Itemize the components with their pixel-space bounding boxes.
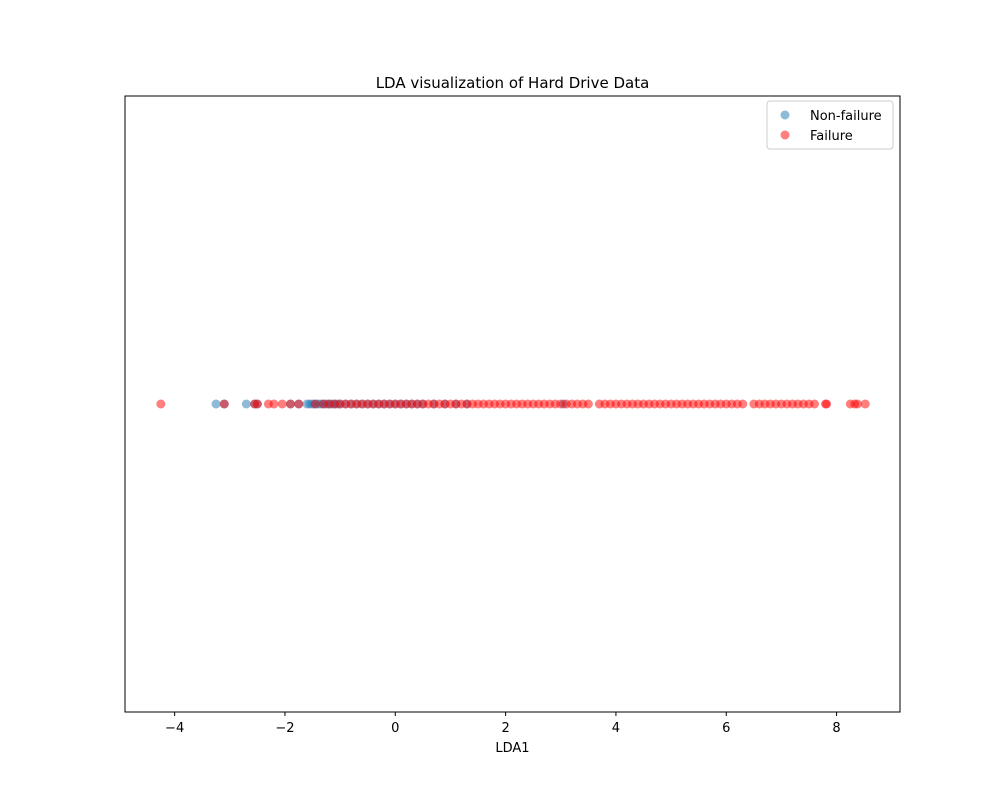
x-tick-label: −2 [275, 721, 294, 736]
data-point [853, 399, 863, 409]
legend-box [766, 100, 894, 150]
data-point [156, 399, 166, 409]
data-point [583, 399, 593, 409]
legend-marker [780, 110, 790, 120]
data-point [252, 399, 262, 409]
x-tick-label: 0 [391, 721, 399, 736]
data-point [269, 399, 279, 409]
x-tick-label: 2 [501, 721, 509, 736]
data-point [738, 399, 748, 409]
series-failure [156, 399, 870, 409]
x-axis-label: LDA1 [495, 741, 529, 756]
x-tick-label: 8 [832, 721, 840, 736]
data-point [241, 399, 251, 409]
points-layer [156, 399, 870, 409]
data-point [211, 399, 221, 409]
x-axis: −4 −2 0 2 4 6 8 [165, 712, 841, 736]
data-point [860, 399, 870, 409]
data-point [310, 399, 320, 409]
data-point [285, 399, 295, 409]
legend-label: Non-failure [810, 109, 882, 124]
data-point [822, 399, 832, 409]
plot-frame [124, 95, 901, 713]
x-tick-label: 4 [612, 721, 620, 736]
x-tick-label: −4 [165, 721, 184, 736]
data-point [219, 399, 229, 409]
chart-title: LDA visualization of Hard Drive Data [376, 74, 650, 92]
legend: Non-failure Failure [766, 100, 894, 150]
legend-marker [780, 130, 790, 140]
legend-label: Failure [810, 129, 853, 144]
data-point [294, 399, 304, 409]
data-point [277, 399, 287, 409]
data-point [810, 399, 819, 409]
x-tick-label: 6 [722, 721, 730, 736]
